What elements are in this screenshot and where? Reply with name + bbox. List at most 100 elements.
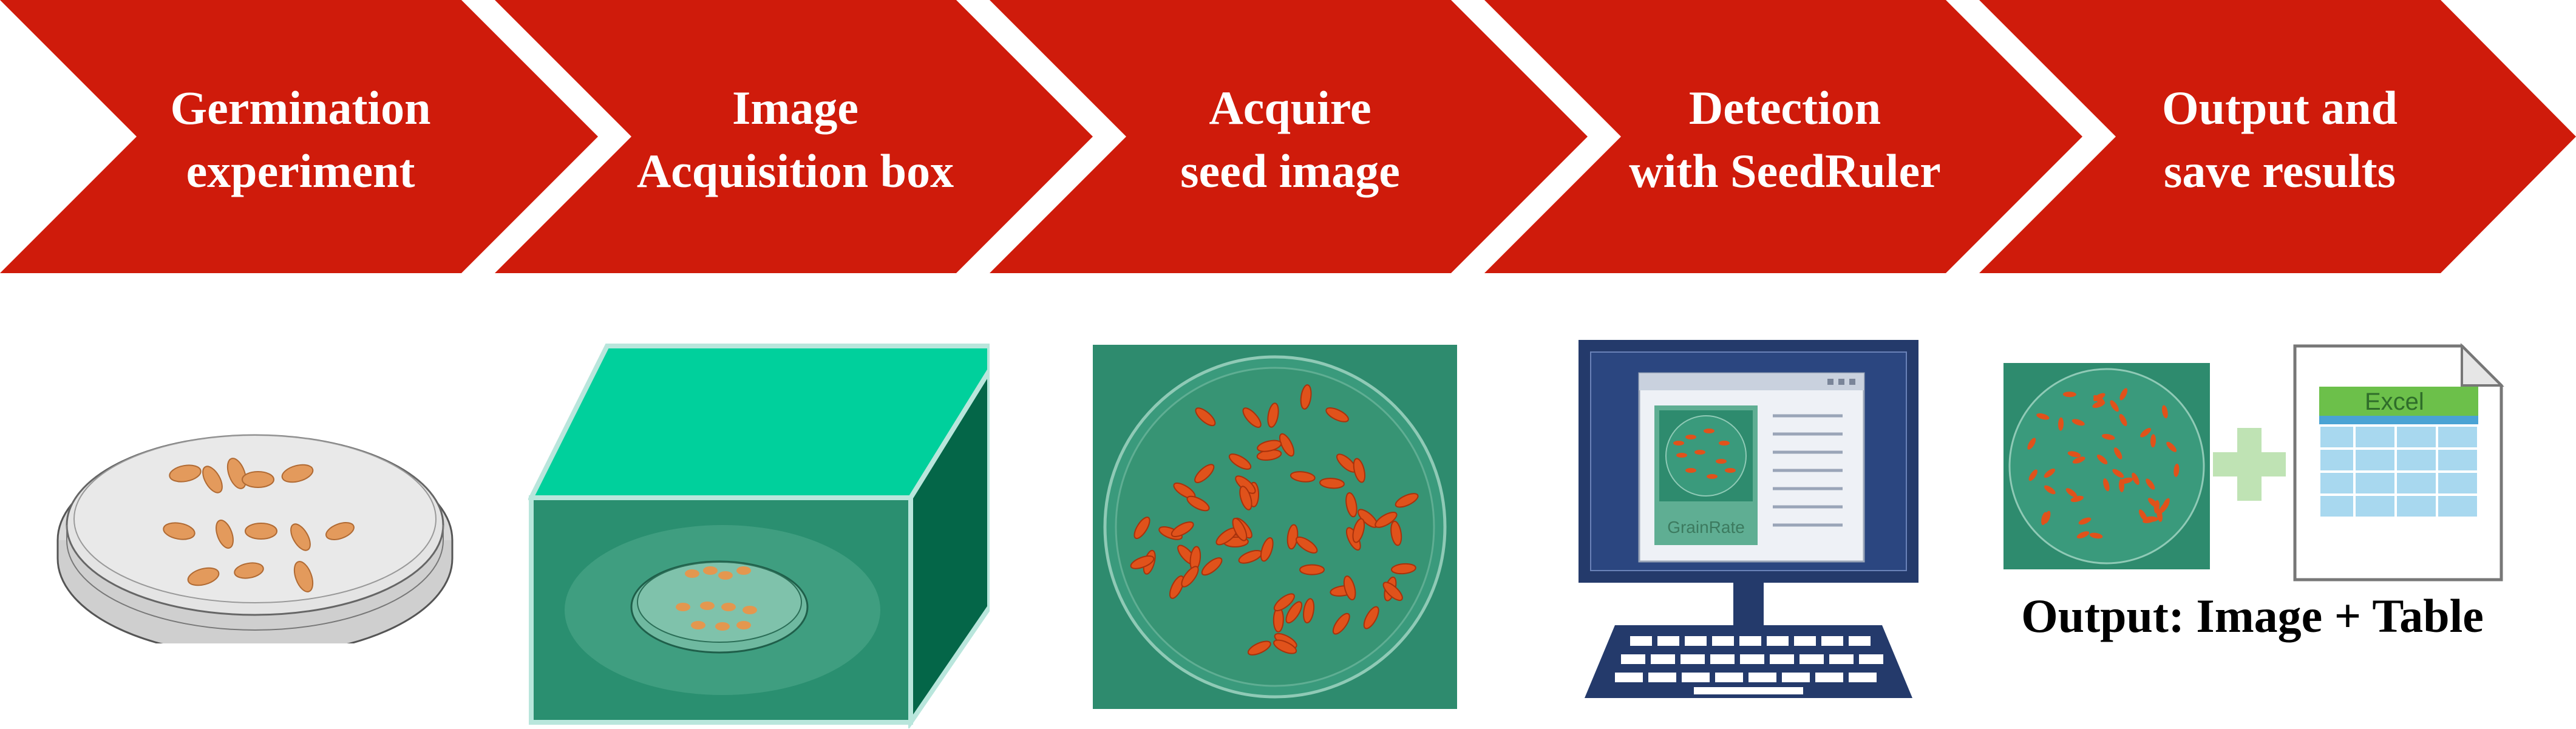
software-name-label: GrainRate — [1667, 518, 1745, 537]
seedling-mark — [2041, 512, 2048, 526]
seedling-mark — [2150, 434, 2156, 448]
seed-icon — [245, 523, 277, 540]
seedling-mark — [2162, 498, 2170, 511]
step-label-germination: Germination experiment — [170, 81, 431, 197]
seedling-mark — [1273, 593, 1295, 612]
keyboard-key — [1748, 673, 1776, 682]
keyboard-key — [1710, 654, 1735, 664]
seedling-mark — [1325, 407, 1349, 422]
seedling-mark — [1285, 601, 1303, 624]
seedling-mark — [2146, 478, 2155, 490]
seedling-mark — [1181, 566, 1199, 588]
seed-icon — [216, 520, 234, 549]
keyboard-spacebar — [1694, 687, 1803, 694]
seedling-mark — [1171, 521, 1194, 537]
step-label-detection: Detection with SeedRuler — [1629, 81, 1941, 197]
seedling-mark — [1352, 518, 1365, 543]
seedling-mark — [2101, 433, 2115, 440]
output-seed-image — [2003, 363, 2210, 569]
seedling-mark — [1300, 384, 1312, 410]
keyboard-key — [1849, 673, 1877, 682]
seedling-mark — [2162, 405, 2168, 419]
seedling-mark — [2071, 419, 2085, 426]
seedling-mark — [2173, 463, 2180, 477]
seedling-mark — [1232, 517, 1248, 541]
keyboard-key — [1740, 654, 1764, 664]
seedling-mark — [2153, 500, 2160, 514]
seed-icon — [715, 622, 730, 631]
keyboard-key — [1715, 673, 1743, 682]
seedling-mark — [2132, 472, 2139, 485]
excel-file-icon: Excel — [2293, 343, 2504, 582]
keyboard-key — [1799, 654, 1824, 664]
keyboard-key — [1657, 636, 1679, 646]
seedling-mark — [2028, 469, 2037, 481]
seedling-mark — [2112, 469, 2124, 478]
keyboard-key — [1615, 673, 1643, 682]
keyboard-key — [1859, 654, 1883, 664]
seedling-mark — [2119, 388, 2128, 401]
seedling-mark — [1299, 564, 1325, 575]
keyboard-key — [1770, 654, 1794, 664]
seed-icon — [234, 562, 264, 579]
seed-icon — [242, 471, 274, 488]
seedling-mark — [1194, 464, 1215, 483]
acquisition-box-illustration — [528, 344, 990, 728]
seed-icon — [736, 621, 751, 629]
step-label-acquire-image: Acquire seed image — [1180, 81, 1400, 197]
step-arrow-2 — [495, 0, 1093, 273]
seed-icon — [718, 571, 733, 580]
seedling-mark — [1186, 495, 1210, 512]
seedling-mark — [2078, 517, 2092, 525]
step-arrow-3 — [990, 0, 1588, 273]
seedling-mark — [2044, 468, 2056, 478]
step-arrow-1 — [0, 0, 598, 273]
seed-icon — [293, 561, 314, 592]
seedling-mark — [1169, 575, 1184, 599]
seedling-mark — [1228, 453, 1252, 470]
keyboard-key — [1630, 636, 1652, 646]
step-arrow-5 — [1979, 0, 2576, 273]
keyboard-key — [1685, 636, 1707, 646]
seedling-mark — [1345, 492, 1358, 518]
seedling-mark — [2062, 392, 2076, 398]
seed-icon — [721, 603, 736, 611]
seedling-mark — [1242, 407, 1262, 428]
seedling-mark — [2144, 516, 2158, 522]
seedling-mark — [1257, 439, 1282, 452]
seedling-mark — [1239, 486, 1252, 510]
seedling-mark — [2044, 485, 2056, 495]
seedling-mark — [1296, 536, 1318, 554]
seedling-mark — [2096, 454, 2108, 464]
seedling-mark — [2070, 495, 2084, 503]
seed-icon — [676, 603, 690, 611]
seed-icon — [226, 458, 247, 489]
seed-icon — [163, 522, 195, 540]
seedling-mark — [1133, 517, 1150, 540]
seedling-mark — [2156, 509, 2163, 522]
seedling-mark — [1267, 402, 1279, 428]
seedling-mark — [2166, 441, 2177, 452]
seedling-mark — [2072, 456, 2085, 464]
seedling-mark — [1195, 407, 1216, 427]
seedling-mark — [2103, 478, 2110, 492]
seedling-mark — [2067, 451, 2081, 458]
seedling-mark — [1390, 520, 1402, 546]
seedling-mark — [2036, 413, 2050, 420]
keyboard-key — [1767, 636, 1789, 646]
keyboard-key — [1782, 673, 1810, 682]
seedling-mark — [2093, 393, 2105, 401]
seedling-mark — [1332, 612, 1350, 635]
seed-icon — [736, 566, 751, 575]
excel-label: Excel — [2365, 388, 2424, 415]
seed-icon — [187, 567, 220, 586]
plus-icon — [2213, 428, 2286, 501]
computer-illustration: GrainRate — [1579, 340, 1918, 698]
petri-dish-illustration — [56, 434, 454, 643]
step-label-output: Output and save results — [2161, 81, 2398, 197]
seedling-mark — [2076, 531, 2090, 539]
seedling-mark — [2119, 477, 2133, 484]
seed-icon — [691, 621, 705, 629]
keyboard-key — [1739, 636, 1761, 646]
seedling-mark — [2119, 413, 2127, 427]
